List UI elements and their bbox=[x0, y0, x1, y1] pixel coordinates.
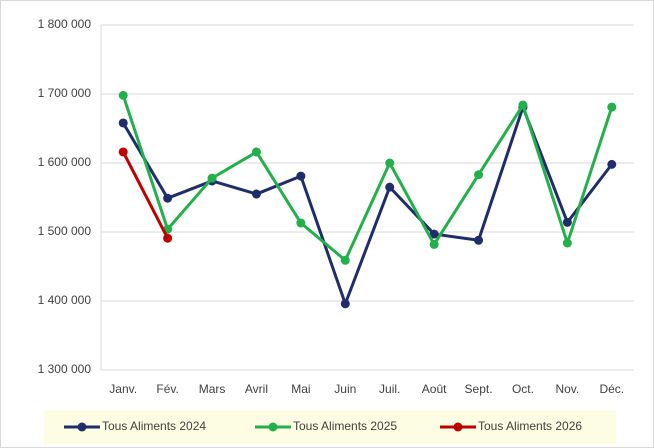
data-point bbox=[607, 102, 617, 112]
y-tick-label: 1 700 000 bbox=[38, 86, 92, 100]
data-point bbox=[340, 299, 350, 309]
y-tick-label: 1 600 000 bbox=[38, 155, 92, 169]
data-point bbox=[385, 158, 395, 168]
data-point bbox=[429, 239, 439, 249]
data-point bbox=[251, 147, 261, 157]
data-point bbox=[118, 118, 128, 128]
y-tick-label: 1 800 000 bbox=[38, 17, 92, 31]
series-line bbox=[121, 94, 614, 262]
data-point bbox=[118, 147, 128, 157]
x-tick-label: Juil. bbox=[379, 382, 400, 396]
legend-marker bbox=[453, 422, 463, 432]
y-tick-label: 1 400 000 bbox=[38, 293, 92, 307]
data-point bbox=[163, 233, 173, 243]
x-tick-label: Avril bbox=[245, 382, 268, 396]
legend-label: Tous Aliments 2024 bbox=[102, 419, 206, 433]
x-tick-label: Nov. bbox=[555, 382, 579, 396]
series-line bbox=[121, 151, 169, 239]
data-point bbox=[296, 171, 306, 181]
legend-background bbox=[44, 410, 616, 444]
data-point bbox=[118, 90, 128, 100]
data-point bbox=[518, 100, 528, 110]
data-point bbox=[562, 217, 572, 227]
data-point bbox=[251, 189, 261, 199]
data-point bbox=[474, 170, 484, 180]
x-tick-label: Août bbox=[422, 382, 447, 396]
legend-label: Tous Aliments 2025 bbox=[293, 419, 397, 433]
x-tick-label: Mars bbox=[199, 382, 226, 396]
legend-label: Tous Aliments 2026 bbox=[478, 419, 582, 433]
data-point bbox=[207, 173, 217, 183]
y-tick-label: 1 500 000 bbox=[38, 224, 92, 238]
data-point bbox=[429, 229, 439, 239]
data-point bbox=[385, 182, 395, 192]
x-tick-label: Juin bbox=[334, 382, 356, 396]
legend-marker bbox=[268, 422, 278, 432]
data-point bbox=[474, 235, 484, 245]
legend-marker bbox=[77, 422, 87, 432]
x-tick-label: Janv. bbox=[109, 382, 137, 396]
data-point bbox=[607, 159, 617, 169]
data-point bbox=[340, 255, 350, 265]
data-point bbox=[562, 238, 572, 248]
data-point bbox=[296, 218, 306, 228]
x-tick-label: Oct. bbox=[512, 382, 534, 396]
y-tick-label: 1 300 000 bbox=[38, 362, 92, 376]
x-tick-label: Sept. bbox=[465, 382, 493, 396]
data-point bbox=[163, 193, 173, 203]
x-tick-label: Fév. bbox=[156, 382, 178, 396]
x-tick-label: Mai bbox=[291, 382, 310, 396]
x-tick-label: Déc. bbox=[599, 382, 624, 396]
